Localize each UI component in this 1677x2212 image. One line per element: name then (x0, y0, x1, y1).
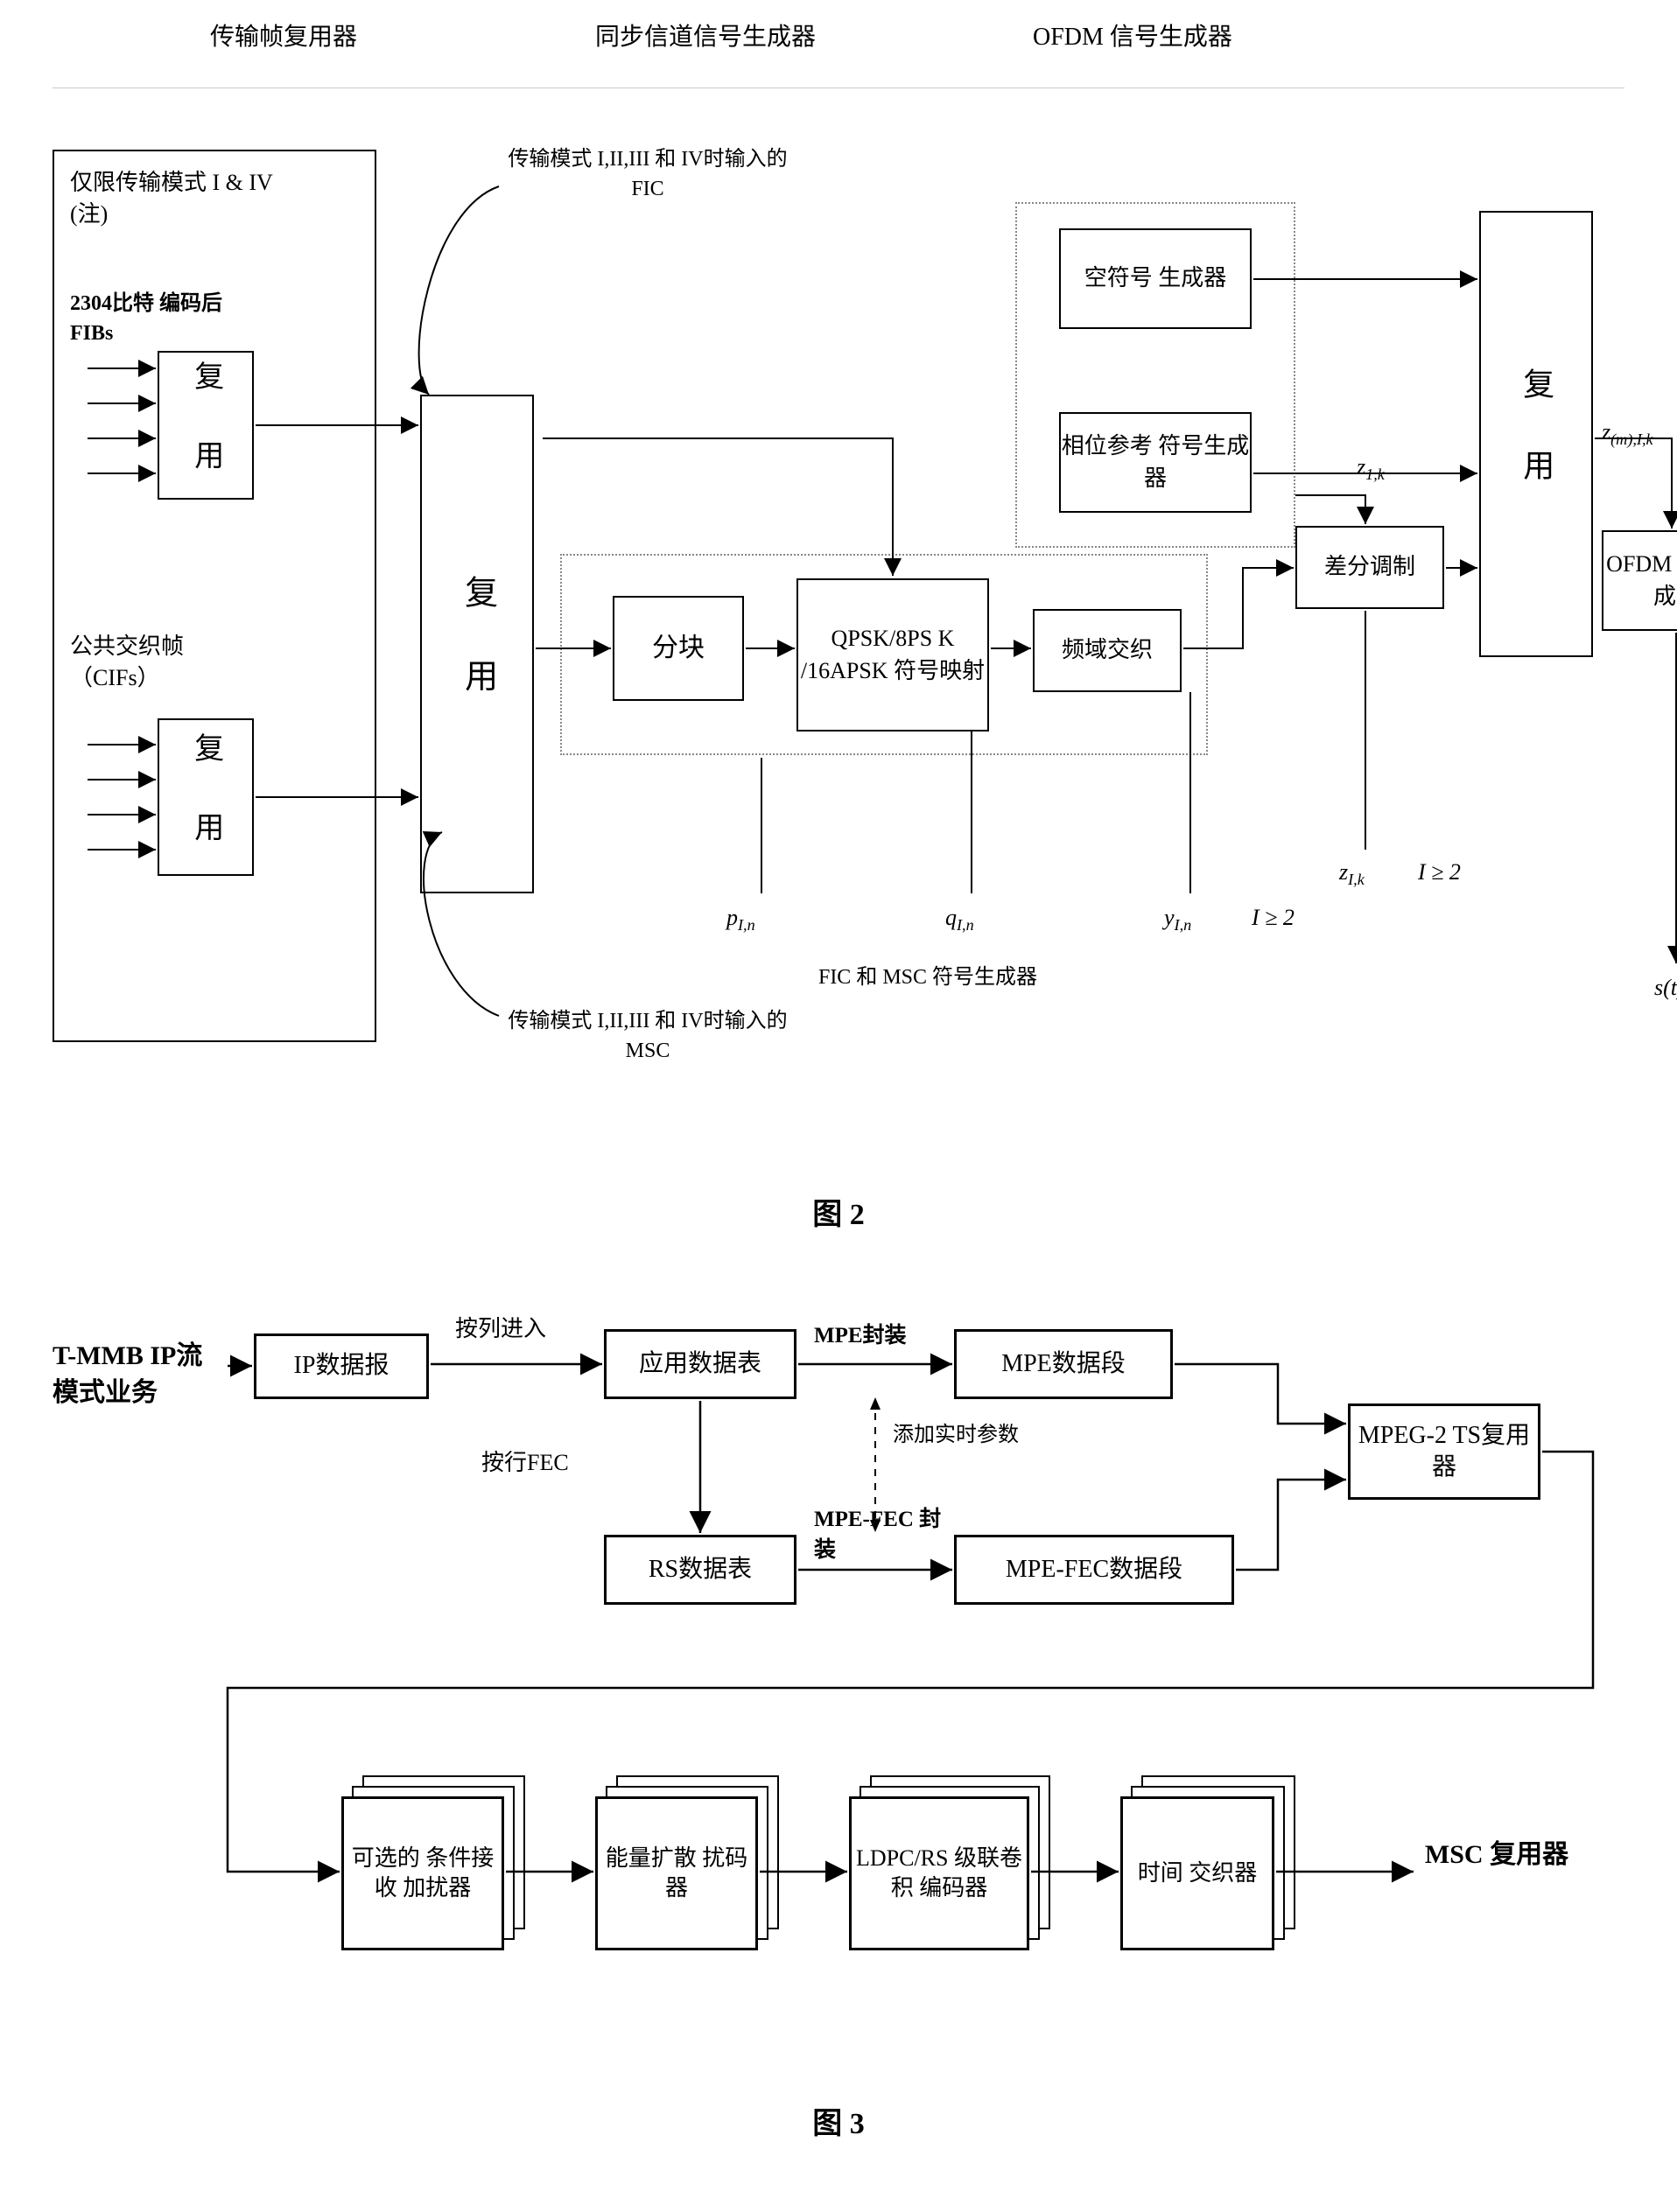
stack-ca: 可选的 条件接收 加扰器 (341, 1775, 525, 1950)
cifs-label: 公共交织帧 （CIFs） (70, 631, 245, 695)
stack-scr: 能量扩散 扰码器 (595, 1775, 779, 1950)
fic-note: 传输模式 I,II,III 和 IV时输入的FIC (508, 145, 788, 204)
fibs-label: 2304比特 编码后 FIBs (70, 290, 245, 348)
msc-note: 传输模式 I,II,III 和 IV时输入的MSC (508, 1007, 788, 1066)
diff-mod: 差分调制 (1295, 526, 1444, 609)
rt-label: 添加实时参数 (893, 1421, 1019, 1451)
q: q (945, 905, 957, 930)
stack-ldpc: LDPC/RS 级联卷积 编码器 (849, 1775, 1050, 1950)
mux-cif: 复 用 (158, 718, 254, 876)
phase-ref: 相位参考 符号生成器 (1059, 412, 1252, 513)
mux-fib-text: 复 用 (185, 360, 227, 491)
ofdm-mux: 复 用 (1479, 211, 1593, 657)
z1k-label: z1,k (1357, 452, 1385, 486)
mux-large-text: 复 用 (453, 575, 500, 713)
mux-large: 复 用 (420, 395, 534, 893)
figure-3-caption: 图 3 (53, 2099, 1624, 2142)
ige2-1: I ≥ 2 (1252, 902, 1295, 934)
mux-cif-text: 复 用 (185, 732, 227, 863)
mpeg-ts: MPEG-2 TS复用器 (1348, 1404, 1540, 1500)
label-mux: 传输帧复用器 (210, 18, 595, 52)
tmmb-svc: T-MMB IP流模式业务 (53, 1338, 228, 1411)
q-label: qI,n (945, 902, 974, 937)
left-container (53, 150, 376, 1042)
ficmsc-label: FIC 和 MSC 符号生成器 (753, 963, 1103, 993)
st-label: s(t) (1654, 972, 1677, 1004)
ofdm-mux-text: 复 用 (1514, 368, 1558, 501)
msc-mux-label: MSC 复用器 (1418, 1837, 1575, 1873)
figure-3: T-MMB IP流模式业务 IP数据报 按列进入 应用数据表 MPE封装 MPE… (53, 1285, 1624, 2073)
app-table: 应用数据表 (604, 1329, 796, 1399)
z2: z (1357, 454, 1365, 480)
mpefec-data: MPE-FEC数据段 (954, 1535, 1234, 1605)
txmode-note: 仅限传输模式 I & IV (注) (70, 167, 280, 231)
txmode-note-text: 仅限传输模式 I & IV (注) (70, 170, 272, 227)
freq-interleave: 频域交织 (1033, 609, 1182, 692)
fec-label: 按行FEC (481, 1447, 569, 1479)
q-sub: I,n (957, 916, 974, 934)
mpe-enc-label: MPE封装 (814, 1320, 907, 1351)
mpe-data: MPE数据段 (954, 1329, 1173, 1399)
scr-box: 能量扩散 扰码器 (595, 1796, 758, 1950)
rs-table: RS数据表 (604, 1535, 796, 1605)
z1: z (1339, 859, 1348, 885)
mux-fib: 复 用 (158, 351, 254, 500)
z1-sub: I,k (1348, 871, 1365, 888)
ip-datagram: IP数据报 (254, 1334, 429, 1399)
z2-sub: 1,k (1365, 466, 1385, 483)
symbol-mapping: QPSK/8PS K /16APSK 符号映射 (796, 578, 989, 732)
z3: z (1602, 419, 1610, 444)
null-symbol: 空符号 生成器 (1059, 228, 1252, 329)
ofdm-symbol-gen: OFDM 符号生成器 (1602, 530, 1677, 631)
label-ofdm: OFDM 信号生成器 (1033, 18, 1232, 52)
ige2-2: I ≥ 2 (1418, 857, 1461, 888)
figure-2: 仅限传输模式 I & IV (注) 2304比特 编码后 FIBs 公共交织帧 … (53, 88, 1624, 1164)
figure-2-caption: 图 2 (53, 1190, 1624, 1233)
mpefec-enc-label: MPE-FEC 封装 (814, 1504, 945, 1565)
p: p (726, 905, 738, 930)
ca-box: 可选的 条件接收 加扰器 (341, 1796, 504, 1950)
zlk-label: zI,k (1339, 857, 1365, 892)
stack-tint: 时间 交织器 (1120, 1775, 1295, 1950)
p-label: pI,n (726, 902, 755, 937)
y: y (1164, 905, 1175, 930)
p-sub: I,n (738, 916, 755, 934)
tint-box: 时间 交织器 (1120, 1796, 1274, 1950)
zmlk-label: z(m),I,k (1602, 416, 1653, 452)
z3-sub: (m),I,k (1610, 430, 1652, 448)
y-label: yI,n (1164, 902, 1191, 937)
ldpc-box: LDPC/RS 级联卷积 编码器 (849, 1796, 1029, 1950)
block-partition: 分块 (613, 596, 744, 701)
label-sync: 同步信道信号生成器 (595, 18, 1033, 52)
top-section-labels: 传输帧复用器 同步信道信号生成器 OFDM 信号生成器 (53, 18, 1624, 52)
enter-label: 按列进入 (455, 1313, 546, 1345)
y-sub: I,n (1175, 916, 1192, 934)
